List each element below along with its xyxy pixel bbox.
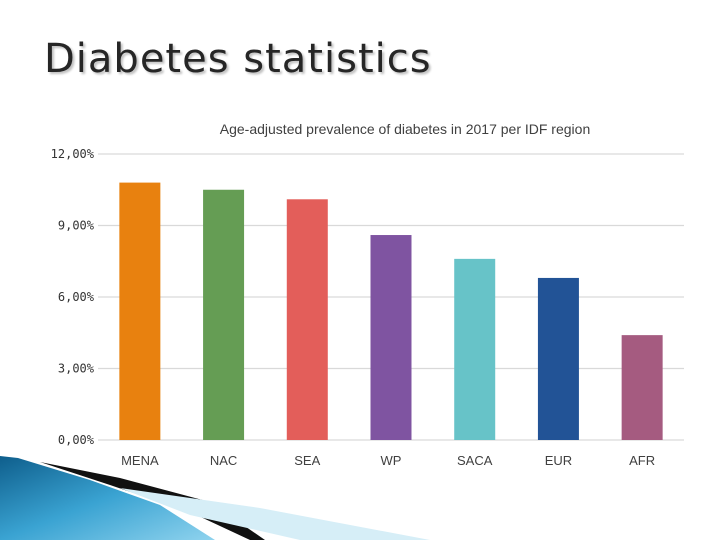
y-tick-label: 9,00% — [58, 219, 95, 233]
x-tick-label: MENA — [121, 453, 159, 468]
bar-nac — [203, 189, 245, 440]
x-tick-label: AFR — [629, 453, 655, 468]
bars — [119, 182, 663, 440]
y-tick-label: 12,00% — [51, 147, 95, 161]
y-tick-label: 3,00% — [58, 362, 95, 376]
x-tick-label: EUR — [545, 453, 572, 468]
bar-sea — [286, 199, 328, 440]
bar-wp — [370, 235, 412, 440]
y-tick-labels: 0,00% 3,00% 6,00% 9,00% 12,00% — [51, 147, 95, 447]
x-tick-label: SEA — [294, 453, 320, 468]
y-tick-label: 0,00% — [58, 433, 95, 447]
x-tick-label: SACA — [457, 453, 493, 468]
x-tick-label: WP — [381, 453, 402, 468]
bar-saca — [454, 258, 496, 440]
x-tick-label: NAC — [210, 453, 237, 468]
chart-title: Age-adjusted prevalence of diabetes in 2… — [220, 121, 590, 137]
bar-eur — [537, 277, 579, 440]
bar-afr — [621, 335, 663, 440]
bar-mena — [119, 182, 161, 440]
x-tick-labels: MENA NAC SEA WP SACA EUR AFR — [121, 453, 655, 468]
slide-title: Diabetes statistics — [44, 36, 432, 82]
y-tick-label: 6,00% — [58, 290, 95, 304]
